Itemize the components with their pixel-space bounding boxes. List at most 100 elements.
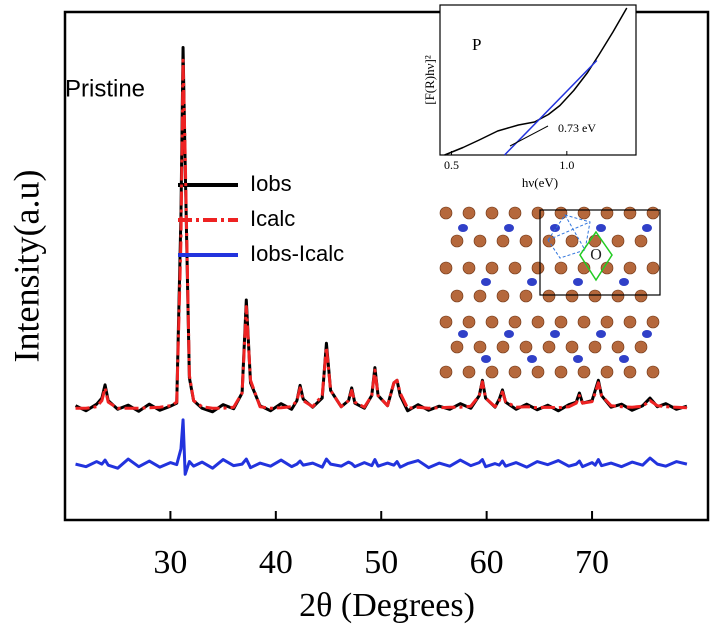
atom [619,278,629,286]
atom [496,234,510,248]
atom [646,261,660,275]
atom [458,330,468,338]
atom [504,224,514,232]
atom [646,206,660,220]
x-tick-label: 70 [575,544,609,581]
atom [554,206,568,220]
atom [508,365,522,379]
x-tick-label: 40 [259,544,293,581]
atom [531,261,545,275]
annotation: 0.73 eV [558,121,596,135]
unit-cell [539,209,661,296]
atom [462,206,476,220]
atom [450,234,464,248]
x-tick-label: 1.0 [559,158,574,172]
atom [542,289,556,303]
atom [519,289,533,303]
atom [462,315,476,329]
atom [577,206,591,220]
atom [439,365,453,379]
atom [531,315,545,329]
atom [634,234,648,248]
atom [439,261,453,275]
atom [550,330,560,338]
atom [450,340,464,354]
atom [462,365,476,379]
atom [646,315,660,329]
atom [565,234,579,248]
octahedron [579,230,613,282]
atom [462,261,476,275]
x-axis-label: 2θ (Degrees) [299,587,475,624]
atom [600,206,614,220]
atom [531,365,545,379]
atom [588,289,602,303]
atom [550,224,560,232]
atom [600,315,614,329]
atom [565,340,579,354]
structure-label: O [590,247,602,264]
atom [623,315,637,329]
x-tick-label: 50 [364,544,398,581]
data-line [75,418,688,476]
x-tick-label: 30 [153,544,187,581]
atom [642,224,652,232]
atom [485,206,499,220]
atom [527,355,537,363]
atom [573,355,583,363]
atom [565,289,579,303]
data-line [75,58,687,410]
atom [619,355,629,363]
atom [554,315,568,329]
atom [611,234,625,248]
atom [508,261,522,275]
atom [600,365,614,379]
atom [596,224,606,232]
data-line [504,59,598,156]
atom [450,289,464,303]
annotation-leader [509,125,549,147]
atom [611,340,625,354]
atom [481,278,491,286]
atom [439,206,453,220]
atom [596,330,606,338]
plot-frame [439,4,637,156]
x-tick-label: 60 [470,544,504,581]
atom [485,261,499,275]
atom [588,340,602,354]
atom [531,206,545,220]
atom [473,234,487,248]
atom [485,315,499,329]
crystal-structure: O [439,206,661,379]
plot: 0.5 1.0hν(eV) [F(R)hν]² P 0.73 eV [422,4,637,190]
atom [519,340,533,354]
y-axis-label: Intensity(a.u) [6,170,46,363]
atom [439,315,453,329]
atom [508,206,522,220]
polyhedron [547,214,591,259]
atom [481,355,491,363]
atom [642,330,652,338]
atom [519,234,533,248]
atom [527,278,537,286]
x-axis-label: hν(eV) [522,175,558,190]
atom [623,206,637,220]
atom [496,289,510,303]
atom [577,365,591,379]
atom [623,261,637,275]
atom [508,315,522,329]
atom [458,224,468,232]
atom [634,289,648,303]
atom [554,261,568,275]
atom [634,340,648,354]
legend-label: Iobs-Icalc [250,241,344,266]
legend-label: Iobs [250,171,292,196]
atom [611,289,625,303]
atom [473,340,487,354]
atom [496,340,510,354]
atom [504,330,514,338]
atom [542,340,556,354]
atom [573,278,583,286]
atom [485,365,499,379]
